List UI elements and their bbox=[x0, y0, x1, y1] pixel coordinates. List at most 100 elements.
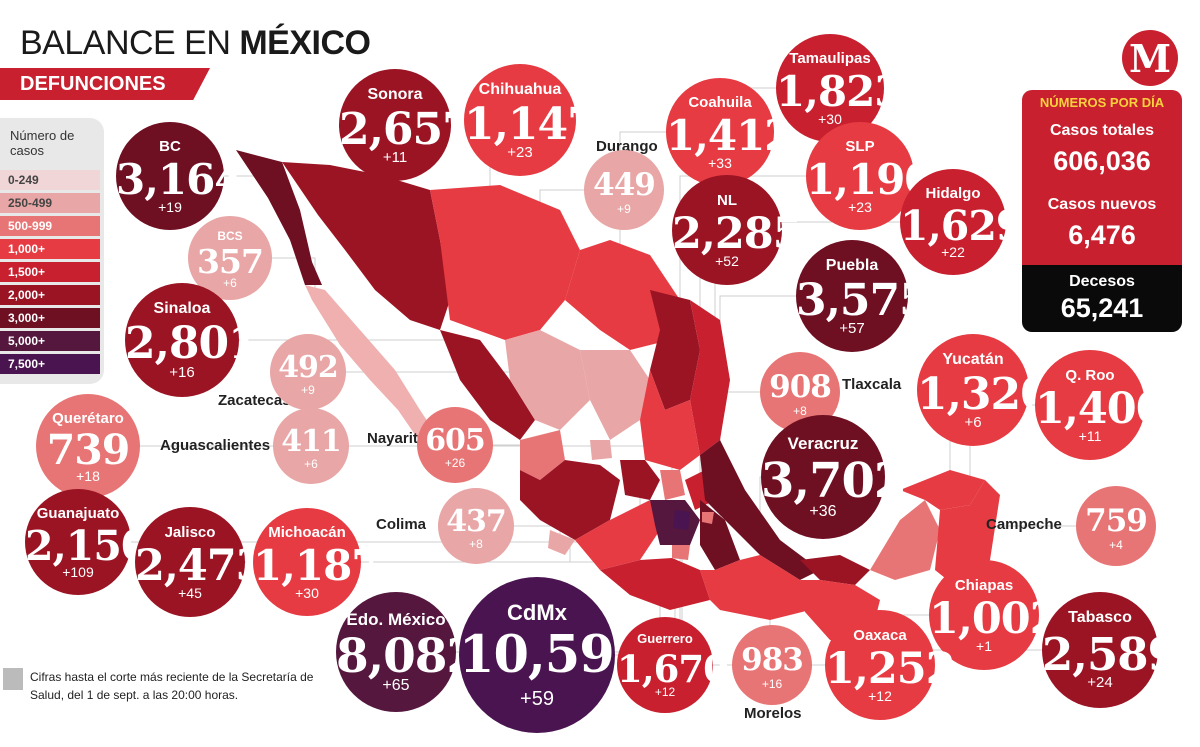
legend-item: 500-999 bbox=[0, 216, 100, 236]
state-sonora-delta: +11 bbox=[382, 149, 408, 166]
state-puebla-name: Puebla bbox=[825, 257, 879, 274]
state-nayarit-name: Nayarit bbox=[367, 430, 418, 447]
legend-label: 1,000+ bbox=[8, 242, 46, 256]
region-shape-sonora bbox=[282, 162, 450, 330]
state-michoac-n-delta: +30 bbox=[295, 585, 319, 601]
state-durango-value: 449 bbox=[593, 167, 656, 203]
region-shape-chihuahua bbox=[430, 185, 580, 340]
state-sinaloa-delta: +16 bbox=[169, 364, 195, 381]
state-nl-name: NL bbox=[717, 192, 737, 209]
region-shape-bcs bbox=[305, 285, 440, 442]
state-cdmx-name: CdMx bbox=[507, 600, 567, 625]
state-slp-delta: +23 bbox=[848, 199, 872, 215]
state-edo-m-xico-value: 8,082 bbox=[336, 629, 479, 684]
deaths-value: 65,241 bbox=[1060, 293, 1144, 323]
footnote-marker bbox=[3, 668, 23, 690]
state-q-roo-name: Q. Roo bbox=[1065, 367, 1115, 384]
state-durango-circle: 449 +9 bbox=[584, 150, 664, 230]
state-colima-name: Colima bbox=[376, 516, 427, 533]
state-sonora-circle: Sonora 2,657 +11 bbox=[339, 69, 473, 181]
state-tamaulipas-value: 1,823 bbox=[776, 67, 904, 116]
state-sonora-name: Sonora bbox=[367, 86, 423, 103]
page-subtitle: DEFUNCIONES bbox=[0, 68, 210, 100]
state-yucat-n-value: 1,320 bbox=[917, 369, 1051, 420]
region-shape-veracruz bbox=[700, 440, 820, 580]
state-michoac-n-name: Michoacán bbox=[268, 524, 346, 541]
state-slp-name: SLP bbox=[845, 138, 875, 155]
state-nayarit-circle: 605 +26 bbox=[417, 407, 493, 483]
legend-swatch bbox=[0, 285, 100, 305]
legend-label: 2,000+ bbox=[8, 288, 46, 302]
state-guanajuato-value: 2,150 bbox=[25, 522, 149, 570]
state-coahuila-delta: +33 bbox=[708, 155, 732, 171]
state-cdmx-delta: +59 bbox=[520, 688, 554, 710]
state-aguascalientes-name: Aguascalientes bbox=[160, 437, 271, 454]
state-hidalgo-name: Hidalgo bbox=[925, 185, 981, 202]
state-jalisco-circle: Jalisco 2,473 +45 bbox=[135, 507, 266, 617]
state-chiapas-circle: Chiapas 1,002 +1 bbox=[929, 560, 1060, 670]
state-quer-taro-value: 739 bbox=[46, 426, 131, 474]
state-morelos-circle: 983 +16 bbox=[732, 625, 812, 705]
state-tlaxcala-value: 908 bbox=[769, 369, 832, 405]
state-bcs-delta: +6 bbox=[223, 276, 237, 290]
stats-cases-block: NÚMEROS POR DÍA Casos totales 606,036 Ca… bbox=[1022, 90, 1182, 265]
state-coahuila-circle: Coahuila 1,412 +33 bbox=[666, 78, 794, 186]
state-aguascalientes-value: 411 bbox=[281, 424, 342, 459]
legend-swatch bbox=[0, 193, 100, 213]
region-shape-ags bbox=[590, 440, 612, 460]
state-puebla-circle: Puebla 3,575 +57 bbox=[796, 240, 930, 352]
legend-item: 5,000+ bbox=[0, 331, 100, 351]
state-bc-name: BC bbox=[159, 138, 181, 155]
region-shape-guanajuato bbox=[620, 460, 660, 500]
state-tabasco-name: Tabasco bbox=[1068, 609, 1132, 626]
state-cdmx-circle: CdMx 10,591 +59 bbox=[459, 577, 649, 733]
region-shape-cdmx bbox=[673, 510, 690, 530]
legend-item: 1,000+ bbox=[0, 239, 100, 259]
state-aguascalientes-delta: +6 bbox=[304, 457, 318, 471]
state-bcs-value: 357 bbox=[197, 242, 264, 281]
state-guanajuato-circle: Guanajuato 2,150 +109 bbox=[25, 489, 149, 595]
state-nayarit-value: 605 bbox=[425, 423, 486, 458]
legend-label: 0-249 bbox=[8, 173, 39, 187]
state-bcs-name: BCS bbox=[217, 229, 243, 243]
state-aguascalientes-circle: 411 +6 bbox=[273, 408, 349, 484]
state-puebla-delta: +57 bbox=[839, 320, 865, 337]
legend-label: 3,000+ bbox=[8, 311, 46, 325]
state-zacatecas-circle: 492 +9 bbox=[270, 334, 346, 410]
state-sinaloa-name: Sinaloa bbox=[153, 300, 211, 317]
state-quer-taro-circle: Querétaro 739 +18 bbox=[36, 394, 140, 498]
region-shape-durango bbox=[505, 330, 590, 430]
state-zacatecas-delta: +9 bbox=[301, 383, 315, 397]
legend-swatch bbox=[0, 262, 100, 282]
state-hidalgo-delta: +22 bbox=[941, 244, 965, 260]
legend-item: 7,500+ bbox=[0, 354, 100, 374]
state-tlaxcala-name: Tlaxcala bbox=[842, 376, 902, 393]
legend-swatch bbox=[0, 170, 100, 190]
state-morelos-value: 983 bbox=[741, 642, 804, 678]
state-oaxaca-circle: Oaxaca 1,252 +12 bbox=[825, 610, 956, 720]
legend-item: 3,000+ bbox=[0, 308, 100, 328]
region-shape-jalisco bbox=[520, 460, 620, 540]
footnote: Cifras hasta el corte más reciente de la… bbox=[30, 670, 314, 702]
region-shape-oaxaca bbox=[700, 555, 810, 620]
state-veracruz-value: 3,702 bbox=[761, 453, 907, 509]
state-sinaloa-value: 2,801 bbox=[125, 318, 259, 369]
state-yucat-n-name: Yucatán bbox=[942, 351, 1004, 368]
state-chiapas-value: 1,002 bbox=[929, 594, 1060, 644]
legend-label: 1,500+ bbox=[8, 265, 46, 279]
legend-label: 500-999 bbox=[8, 219, 53, 233]
legend-item: 1,500+ bbox=[0, 262, 100, 282]
state-chihuahua-name: Chihuahua bbox=[478, 81, 562, 98]
stats-heading: NÚMEROS POR DÍA bbox=[1039, 95, 1165, 110]
state-durango-delta: +9 bbox=[617, 202, 631, 216]
region-shape-morelos bbox=[672, 545, 690, 560]
legend-swatch bbox=[0, 216, 100, 236]
state-michoac-n-circle: Michoacán 1,187 +30 bbox=[253, 508, 381, 616]
region-shape-sinaloa bbox=[440, 330, 535, 440]
state-bc-circle: BC 3,164 +19 bbox=[116, 122, 244, 230]
state-q-roo-delta: +11 bbox=[1078, 428, 1102, 444]
page-title: BALANCE EN MÉXICO bbox=[20, 24, 371, 62]
state-oaxaca-value: 1,252 bbox=[825, 644, 956, 694]
state-quer-taro-name: Querétaro bbox=[52, 410, 124, 427]
